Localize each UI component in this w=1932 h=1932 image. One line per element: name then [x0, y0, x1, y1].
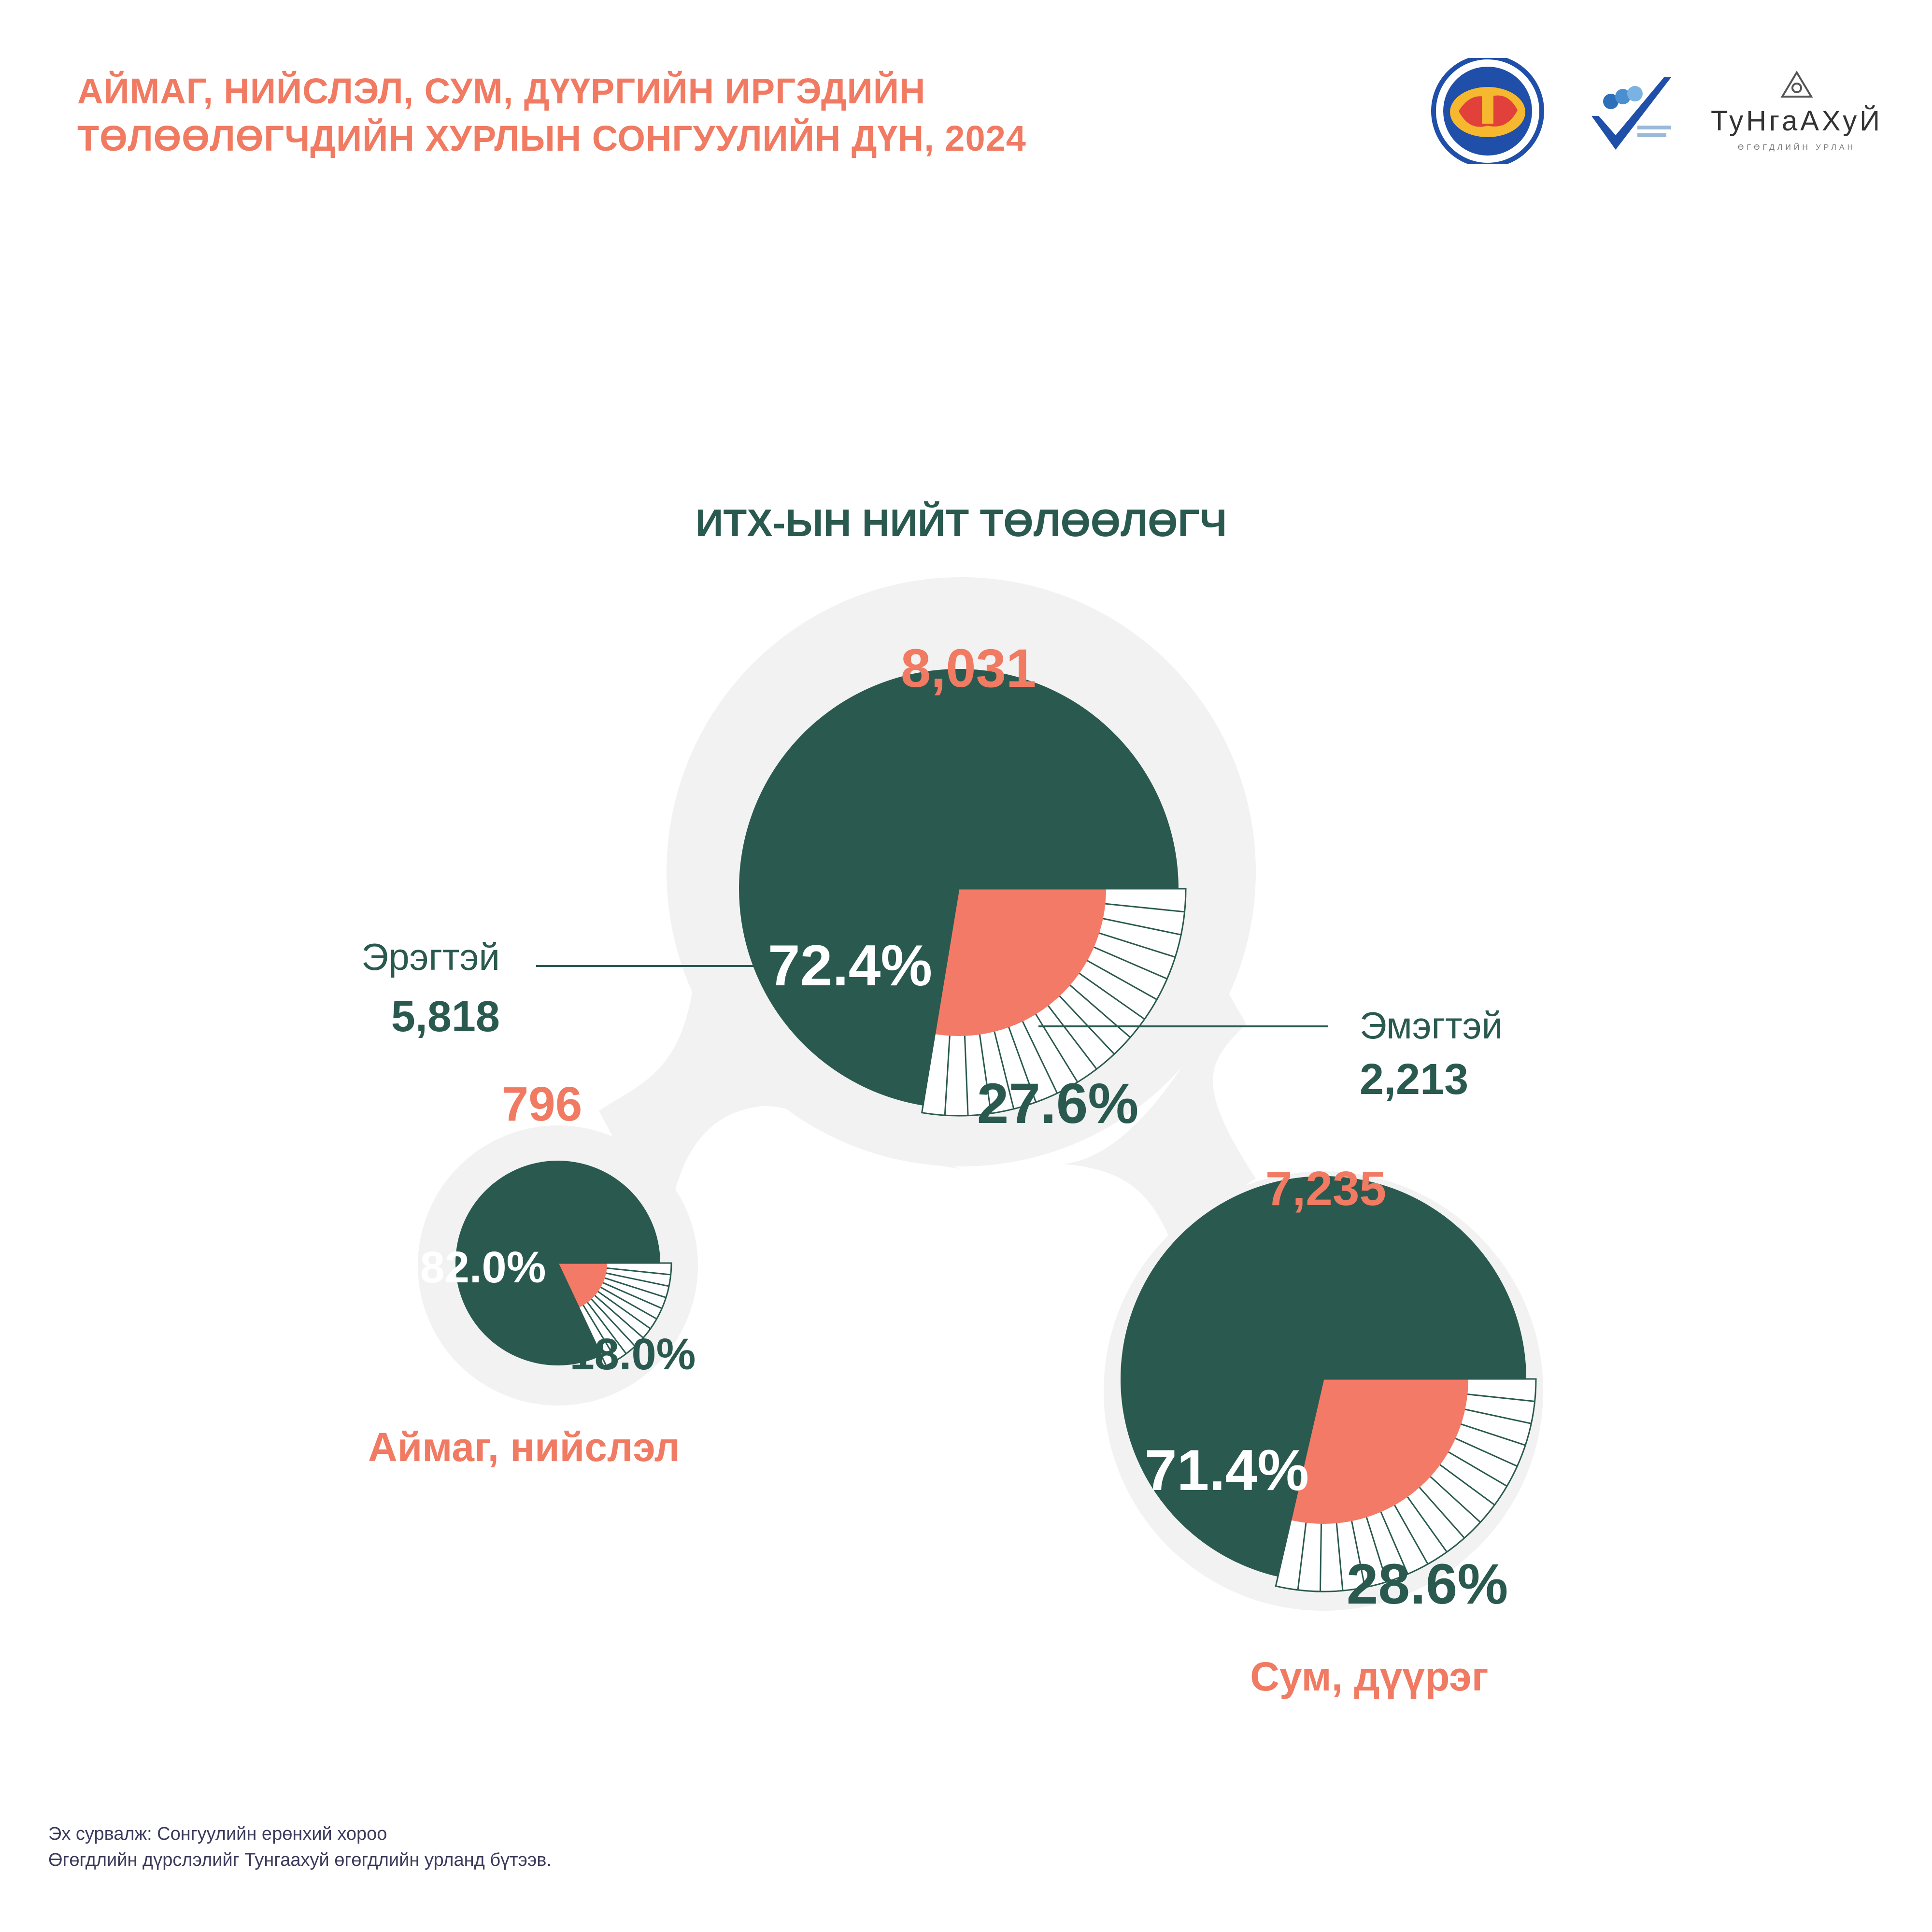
male-slice-aimag: [455, 1160, 660, 1365]
legend-male: Эрэгтэй 5,818: [361, 936, 753, 1041]
female-hatch-aimag: [558, 1263, 671, 1366]
female-percent-total: 27.6%: [977, 1072, 1139, 1136]
sum-count: 7,235: [1265, 1162, 1386, 1216]
source-note: Эх сурвалж: Сонгуулийн ерөнхий хороо Өгө…: [48, 1821, 552, 1873]
source-line-1: Эх сурвалж: Сонгуулийн ерөнхий хороо: [48, 1824, 387, 1844]
legend-female-count: 2,213: [1360, 1055, 1468, 1104]
chart-title: ИТХ-ЫН НИЙТ ТӨЛӨӨЛӨГЧ: [696, 501, 1227, 544]
total-count: 8,031: [901, 638, 1036, 698]
title-line-2: ТӨЛӨӨЛӨГЧДИЙН ХУРЛЫН СОНГУУЛИЙН ДҮН, 202…: [77, 118, 1026, 158]
voter-education-logo: [1591, 77, 1671, 150]
male-percent-total: 72.4%: [768, 933, 932, 998]
aimag-label: Аймаг, нийслэл: [368, 1424, 680, 1470]
sum-label: Сум, дүүрэг: [1250, 1654, 1488, 1699]
pie-total: [739, 668, 1187, 1117]
source-line-2: Өгөгдлийн дүрслэлийг Тунгаахуй өгөгдлийн…: [48, 1850, 552, 1870]
pie-aimag: [455, 1160, 672, 1367]
male-percent-sum: 71.4%: [1145, 1438, 1309, 1503]
male-slice-sum: [1121, 1176, 1526, 1577]
male-percent-aimag: 82.0%: [420, 1243, 546, 1292]
legend-male-name: Эрэгтэй: [361, 936, 500, 978]
gec-logo: [1431, 58, 1544, 164]
bubble-connector-left: [599, 966, 961, 1236]
title-line-1: АЙМАГ, НИЙСЛЭЛ, СУМ, ДҮҮРГИЙН ИРГЭДИЙН: [77, 71, 926, 111]
female-hatch-outline-aimag: [556, 1262, 672, 1367]
legend-male-count: 5,818: [391, 993, 500, 1041]
male-slice-total: [739, 668, 1179, 1106]
logo-strip: ТуНгаАХуЙ ӨГӨГДЛИЙН УРЛАН: [1431, 58, 1883, 164]
page-title: АЙМАГ, НИЙСЛЭЛ, СУМ, ДҮҮРГИЙН ИРГЭДИЙН Т…: [77, 68, 1026, 162]
pie-sum: [1121, 1176, 1537, 1592]
female-core-sum: [1276, 1379, 1468, 1524]
tungaakhui-logo: ТуНгаАХуЙ ӨГӨГДЛИЙН УРЛАН: [1711, 71, 1883, 152]
female-percent-sum: 28.6%: [1347, 1552, 1508, 1616]
female-percent-aimag: 18.0%: [570, 1330, 696, 1379]
female-core-total: [922, 889, 1106, 1036]
bubble-connector-right: [1063, 990, 1256, 1236]
tungaakhui-logo-text: ТуНгаАХуЙ: [1711, 105, 1883, 137]
legend-female: Эмэгтэй 2,213: [1038, 1004, 1503, 1104]
female-hatch-total: [922, 889, 1186, 1116]
female-hatch-outline-total: [921, 888, 1187, 1117]
tungaakhui-logo-subtext: ӨГӨГДЛИЙН УРЛАН: [1738, 142, 1856, 152]
female-core-aimag: [558, 1263, 607, 1312]
aimag-count: 796: [502, 1077, 582, 1131]
female-hatch-outline-sum: [1275, 1378, 1537, 1592]
female-hatch-sum: [1276, 1379, 1536, 1592]
legend-female-name: Эмэгтэй: [1360, 1004, 1503, 1047]
